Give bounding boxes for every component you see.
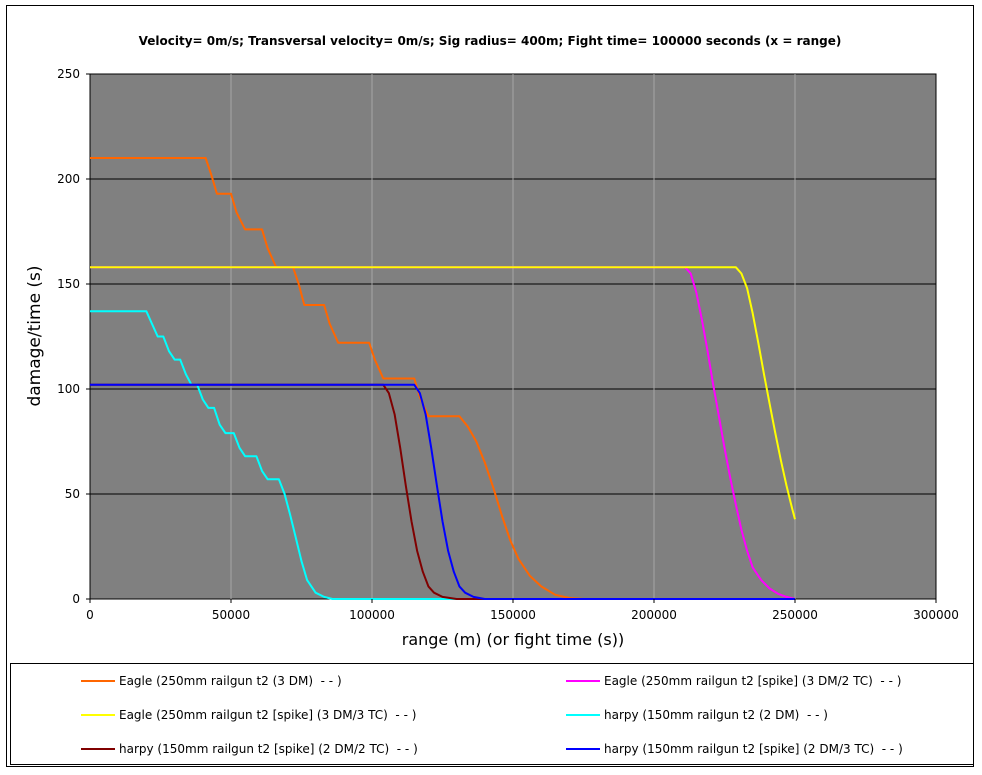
legend-swatch [566,714,600,716]
series-line-2 [90,266,796,600]
y-tick-label: 50 [65,487,80,501]
x-tick-label: 250000 [772,608,818,622]
x-tick-label: 200000 [631,608,677,622]
legend-swatch [566,748,600,750]
legend-entry: harpy (150mm railgun t2 [spike] (2 DM/2 … [81,742,418,756]
legend-swatch [81,714,115,716]
x-tick-label: 150000 [490,608,536,622]
series-line-3 [90,266,796,520]
y-tick-label: 250 [57,67,80,81]
legend: Eagle (250mm railgun t2 (3 DM) - - ) Eagl… [10,663,974,765]
legend-entry: Eagle (250mm railgun t2 (3 DM) - - ) [81,674,342,688]
legend-entry: Eagle (250mm railgun t2 [spike] (3 DM/3 … [81,708,416,722]
legend-swatch [81,748,115,750]
legend-entry: Eagle (250mm railgun t2 [spike] (3 DM/2 … [566,674,901,688]
series-line-5 [90,383,795,600]
legend-swatch [566,680,600,682]
legend-label: Eagle (250mm railgun t2 (3 DM) - - ) [119,674,342,688]
x-axis-label: range (m) (or fight time (s)) [402,630,625,649]
y-tick-label: 0 [72,592,80,606]
series-layer [90,157,796,600]
x-tick-label: 300000 [913,608,959,622]
y-axis-ticks: 0 50 100 150 200 250 [57,67,90,606]
legend-label: Eagle (250mm railgun t2 [spike] (3 DM/2 … [604,674,902,688]
grid-lines [90,74,936,599]
y-tick-label: 100 [57,382,80,396]
legend-label: Eagle (250mm railgun t2 [spike] (3 DM/3 … [119,708,417,722]
chart-title: Velocity= 0m/s; Transversal velocity= 0m… [139,34,842,48]
legend-swatch [81,680,115,682]
legend-label: harpy (150mm railgun t2 [spike] (2 DM/3 … [604,742,903,756]
x-tick-label: 50000 [212,608,250,622]
chart: Velocity= 0m/s; Transversal velocity= 0m… [25,34,959,649]
legend-entry: harpy (150mm railgun t2 (2 DM) - - ) [566,708,828,722]
x-tick-label: 100000 [349,608,395,622]
x-tick-label: 0 [86,608,94,622]
y-tick-label: 150 [57,277,80,291]
legend-entry: harpy (150mm railgun t2 [spike] (2 DM/3 … [566,742,903,756]
x-axis-ticks: 0 50000 100000 150000 200000 250000 300000 [86,599,959,622]
y-tick-label: 200 [57,172,80,186]
legend-label: harpy (150mm railgun t2 [spike] (2 DM/2 … [119,742,418,756]
y-axis-label: damage/time (s) [25,265,45,406]
legend-label: harpy (150mm railgun t2 (2 DM) - - ) [604,708,828,722]
series-line-4 [90,310,795,600]
series-line-1 [90,157,795,600]
series-line-6 [90,383,795,600]
